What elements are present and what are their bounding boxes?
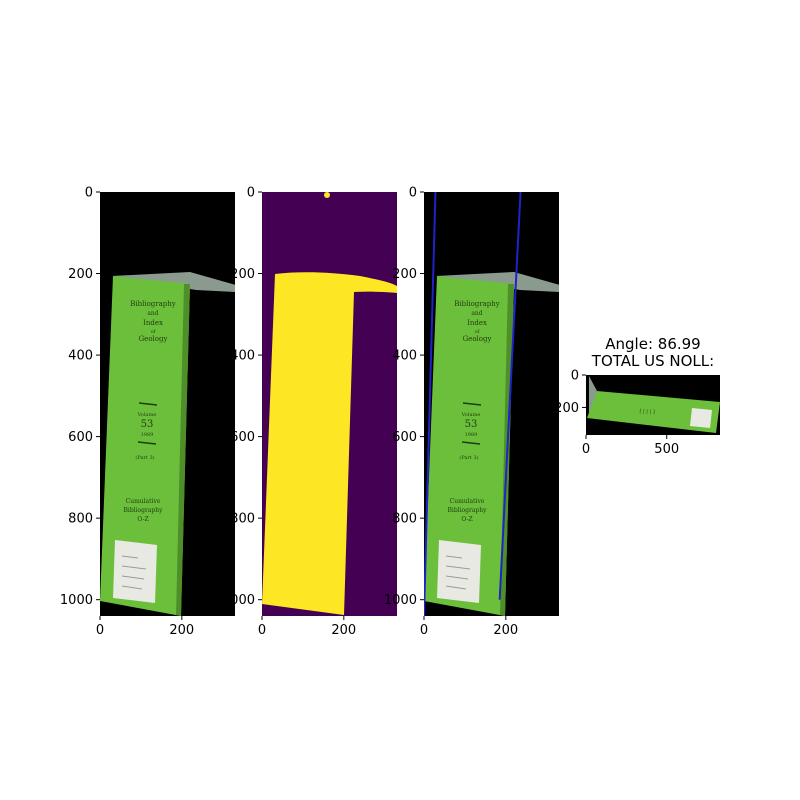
y-tick-label: 200 — [554, 401, 579, 416]
book-part: (Part 3) — [135, 454, 154, 461]
book-sticker — [113, 540, 157, 603]
book-footer-line-1: Cumulative — [450, 498, 485, 505]
x-tick-label: 200 — [493, 623, 518, 638]
book-footer-line-1: Cumulative — [126, 498, 161, 505]
book-title-line-4: of — [151, 329, 157, 335]
book-spine-shade — [176, 284, 190, 616]
panel-2: 0 200 0 200 400 600 800 1000 — [222, 186, 397, 639]
y-tick-label: 600 — [68, 430, 93, 445]
y-tick-label: 800 — [392, 512, 417, 527]
y-tick-label: 0 — [247, 186, 255, 201]
y-tick-label: 0 — [409, 186, 417, 201]
book-spine — [424, 276, 514, 616]
y-tick-label: 200 — [392, 267, 417, 282]
y-tick-label: 400 — [68, 349, 93, 364]
panel-2-mask — [262, 192, 397, 615]
x-tick-label: 0 — [582, 442, 590, 457]
book-volume-year: 1989 — [465, 432, 478, 438]
book-spine — [100, 276, 190, 616]
book-title-line-2: and — [147, 310, 158, 317]
x-tick-label: 200 — [331, 623, 356, 638]
book-title-line-5: Geology — [463, 335, 492, 343]
detected-lines — [424, 192, 522, 616]
panel-3-axes: 0 200 0 200 400 600 800 1000 — [384, 186, 518, 639]
book-footer-line-2: Bibliography — [124, 507, 164, 514]
panel-2-axes: 0 200 0 200 400 600 800 1000 — [222, 186, 356, 639]
book-volume-number: 53 — [465, 419, 478, 430]
x-tick-label: 0 — [258, 623, 266, 638]
y-tick-label: 0 — [571, 369, 579, 384]
panel-1-axes: 0 200 0 200 400 600 800 1000 — [60, 186, 194, 639]
panel-1-book: Bibliography and Index of Geology Volume… — [100, 272, 235, 616]
panel-4-title-line-2: TOTAL US NOLL: — [591, 352, 714, 370]
book-volume-number: 53 — [141, 419, 154, 430]
book-title-line-3: Index — [467, 319, 487, 327]
book-volume-label: Volume — [137, 412, 157, 418]
book-title-line-5: Geology — [139, 335, 168, 343]
y-tick-label: 1000 — [60, 593, 93, 608]
book-footer-line-3: O-Z — [461, 516, 472, 523]
book-title-line-2: and — [471, 310, 482, 317]
rotated-book-sticker — [690, 408, 712, 428]
book-sticker — [437, 540, 481, 603]
book-volume-year: 1989 — [141, 432, 154, 438]
book-rule-bottom — [137, 441, 157, 445]
panel-4-title-line-1: Angle: 86.99 — [605, 335, 700, 353]
book-rule-top — [138, 402, 158, 406]
book-volume-label: Volume — [461, 412, 481, 418]
y-tick-label: 200 — [68, 267, 93, 282]
x-tick-label: 200 — [169, 623, 194, 638]
panel-3-book: Bibliography and Index of Geology Volume… — [424, 192, 559, 616]
y-tick-label: 400 — [230, 349, 255, 364]
book-title-line-3: Index — [143, 319, 163, 327]
mask-foreground — [262, 272, 397, 615]
book-title-line-4: of — [475, 329, 481, 335]
rotated-book-text: [ | | | ] — [639, 408, 655, 415]
book-top-edge — [436, 272, 559, 292]
y-tick-label: 0 — [85, 186, 93, 201]
y-tick-label: 600 — [392, 430, 417, 445]
x-tick-label: 0 — [96, 623, 104, 638]
panel-1: Bibliography and Index of Geology Volume… — [60, 186, 235, 639]
panel-4-axes: 0 500 0 200 — [554, 369, 679, 458]
mask-speck — [324, 192, 330, 198]
detected-line-2 — [498, 192, 522, 600]
book-footer-line-3: O-Z — [137, 516, 148, 523]
x-tick-label: 500 — [654, 442, 679, 457]
rotated-book-edge — [589, 376, 597, 413]
book-rule-bottom — [461, 441, 481, 445]
book-rule-top — [462, 402, 482, 406]
book-footer-line-2: Bibliography — [448, 507, 488, 514]
x-tick-label: 0 — [420, 623, 428, 638]
detected-line-1 — [424, 192, 437, 616]
book-title-line-1: Bibliography — [130, 300, 176, 308]
book-title-line-1: Bibliography — [454, 300, 500, 308]
y-tick-label: 800 — [68, 512, 93, 527]
y-tick-label: 1000 — [222, 593, 255, 608]
y-tick-label: 1000 — [384, 593, 417, 608]
y-tick-label: 800 — [230, 512, 255, 527]
y-tick-label: 400 — [392, 349, 417, 364]
rotated-book-spine — [587, 391, 720, 433]
book-top-edge — [112, 272, 235, 292]
panel-3: Bibliography and Index of Geology Volume… — [384, 186, 559, 639]
book-part: (Part 3) — [459, 454, 478, 461]
panel-4-rotated-book: [ | | | ] — [587, 376, 720, 433]
panel-4: Angle: 86.99 TOTAL US NOLL: [ | | | ] 0 5… — [554, 335, 720, 457]
y-tick-label: 200 — [230, 267, 255, 282]
y-tick-label: 600 — [230, 430, 255, 445]
